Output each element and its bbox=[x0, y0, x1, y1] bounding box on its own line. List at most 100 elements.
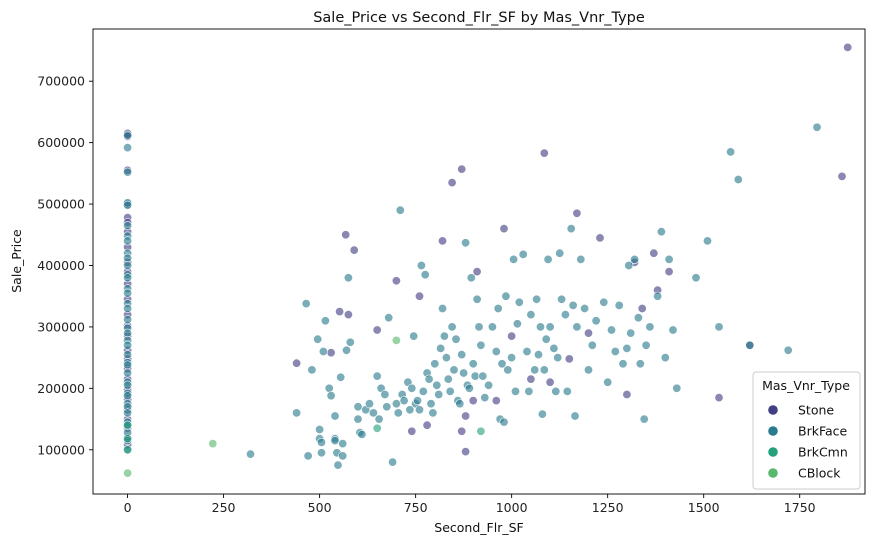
point-stone-44 bbox=[564, 354, 574, 364]
y-tick-label-2: 300000 bbox=[37, 319, 85, 334]
point-brkface-95 bbox=[428, 408, 438, 418]
point-stone-40 bbox=[472, 267, 482, 277]
point-stone-38 bbox=[461, 447, 471, 457]
point-brkface-135 bbox=[512, 319, 522, 329]
legend: Mas_Vnr_Type Stone BrkFace BrkCmn CBlock bbox=[752, 371, 861, 490]
y-axis-label: Sale_Price bbox=[9, 229, 24, 293]
point-brkface-119 bbox=[474, 322, 484, 332]
point-brkface-192 bbox=[745, 340, 755, 350]
y-tick-label-3: 400000 bbox=[37, 258, 85, 273]
point-stone-54 bbox=[714, 393, 724, 403]
point-stone-47 bbox=[595, 233, 605, 243]
legend-box bbox=[752, 371, 861, 490]
point-brkface-180 bbox=[645, 322, 655, 332]
series-brkcmn bbox=[123, 420, 486, 455]
point-brkface-136 bbox=[514, 297, 524, 307]
point-brkface-141 bbox=[530, 365, 540, 375]
x-tick-label-4: 1000 bbox=[496, 500, 528, 515]
point-brkface-5 bbox=[123, 221, 133, 231]
point-brkface-12 bbox=[123, 273, 133, 283]
point-stone-62 bbox=[491, 396, 501, 406]
legend-label-brkcmn: BrkCmn bbox=[798, 445, 848, 460]
point-brkface-29 bbox=[123, 391, 133, 401]
point-brkface-49 bbox=[320, 316, 330, 326]
point-brkface-87 bbox=[412, 396, 422, 406]
point-brkface-177 bbox=[635, 359, 645, 369]
point-cblock-1 bbox=[208, 439, 218, 449]
point-brkface-102 bbox=[441, 353, 451, 363]
point-brkface-191 bbox=[733, 175, 743, 185]
point-brkface-117 bbox=[470, 371, 480, 381]
point-brkface-63 bbox=[353, 402, 363, 412]
point-brkface-130 bbox=[501, 291, 511, 301]
point-brkface-24 bbox=[123, 360, 133, 370]
x-tick-label-0: 0 bbox=[124, 500, 132, 515]
point-brkface-164 bbox=[587, 340, 597, 350]
point-brkface-10 bbox=[123, 260, 133, 270]
point-brkface-134 bbox=[510, 386, 520, 396]
point-stone-28 bbox=[335, 307, 345, 317]
point-brkcmn-1 bbox=[123, 434, 133, 444]
point-cblock-2 bbox=[391, 335, 401, 345]
point-stone-51 bbox=[649, 248, 659, 258]
legend-label-cblock: CBlock bbox=[798, 466, 841, 481]
point-brkface-40 bbox=[301, 299, 311, 309]
point-stone-41 bbox=[499, 224, 509, 234]
point-brkface-174 bbox=[626, 328, 636, 338]
point-brkface-155 bbox=[560, 310, 570, 320]
point-brkcmn-0 bbox=[123, 420, 133, 430]
point-brkface-62 bbox=[345, 337, 355, 347]
x-tick-label-1: 250 bbox=[212, 500, 236, 515]
point-brkface-73 bbox=[380, 389, 390, 399]
point-brkface-83 bbox=[405, 405, 415, 415]
point-brkface-59 bbox=[338, 439, 348, 449]
point-brkface-1 bbox=[123, 143, 133, 153]
point-brkface-176 bbox=[633, 313, 643, 323]
point-stone-63 bbox=[526, 374, 536, 384]
point-stone-50 bbox=[637, 303, 647, 313]
point-brkface-100 bbox=[437, 303, 447, 313]
point-stone-42 bbox=[507, 331, 517, 341]
point-brkface-144 bbox=[535, 322, 545, 332]
point-brkface-38 bbox=[246, 449, 256, 459]
x-tick-label-7: 1750 bbox=[784, 500, 816, 515]
point-stone-56 bbox=[837, 171, 847, 181]
series-brkface bbox=[123, 122, 822, 470]
point-stone-26 bbox=[292, 358, 302, 368]
point-brkface-60 bbox=[341, 345, 351, 355]
point-brkface-41 bbox=[303, 451, 313, 461]
point-brkface-124 bbox=[487, 322, 497, 332]
point-stone-35 bbox=[437, 236, 447, 246]
point-brkface-138 bbox=[522, 346, 532, 356]
x-axis: 0 250 500 750 1000 1250 1500 1750 bbox=[124, 494, 816, 515]
point-brkface-61 bbox=[343, 273, 353, 283]
point-brkface-157 bbox=[566, 224, 576, 234]
point-brkface-173 bbox=[624, 260, 634, 270]
point-brkface-182 bbox=[656, 227, 666, 237]
point-brkface-44 bbox=[315, 424, 325, 434]
point-brkface-116 bbox=[468, 359, 478, 369]
point-stone-43 bbox=[539, 148, 549, 158]
point-brkface-184 bbox=[664, 254, 674, 264]
legend-marker-cblock bbox=[768, 468, 778, 478]
point-brkface-162 bbox=[580, 303, 590, 313]
point-brkface-139 bbox=[524, 386, 534, 396]
point-brkface-179 bbox=[641, 340, 651, 350]
point-brkface-142 bbox=[532, 294, 542, 304]
point-brkface-57 bbox=[336, 372, 346, 382]
point-brkface-166 bbox=[599, 297, 609, 307]
point-brkface-189 bbox=[714, 322, 724, 332]
point-brkface-143 bbox=[533, 350, 543, 360]
point-brkface-77 bbox=[391, 399, 401, 409]
point-brkface-194 bbox=[812, 122, 822, 132]
point-brkface-133 bbox=[509, 254, 519, 264]
point-stone-36 bbox=[447, 178, 457, 188]
point-brkface-129 bbox=[499, 417, 509, 427]
point-brkface-148 bbox=[543, 254, 553, 264]
point-brkface-165 bbox=[591, 316, 601, 326]
point-brkface-14 bbox=[123, 288, 133, 298]
point-brkface-149 bbox=[545, 322, 555, 332]
point-brkface-188 bbox=[702, 236, 712, 246]
point-brkface-99 bbox=[436, 343, 446, 353]
